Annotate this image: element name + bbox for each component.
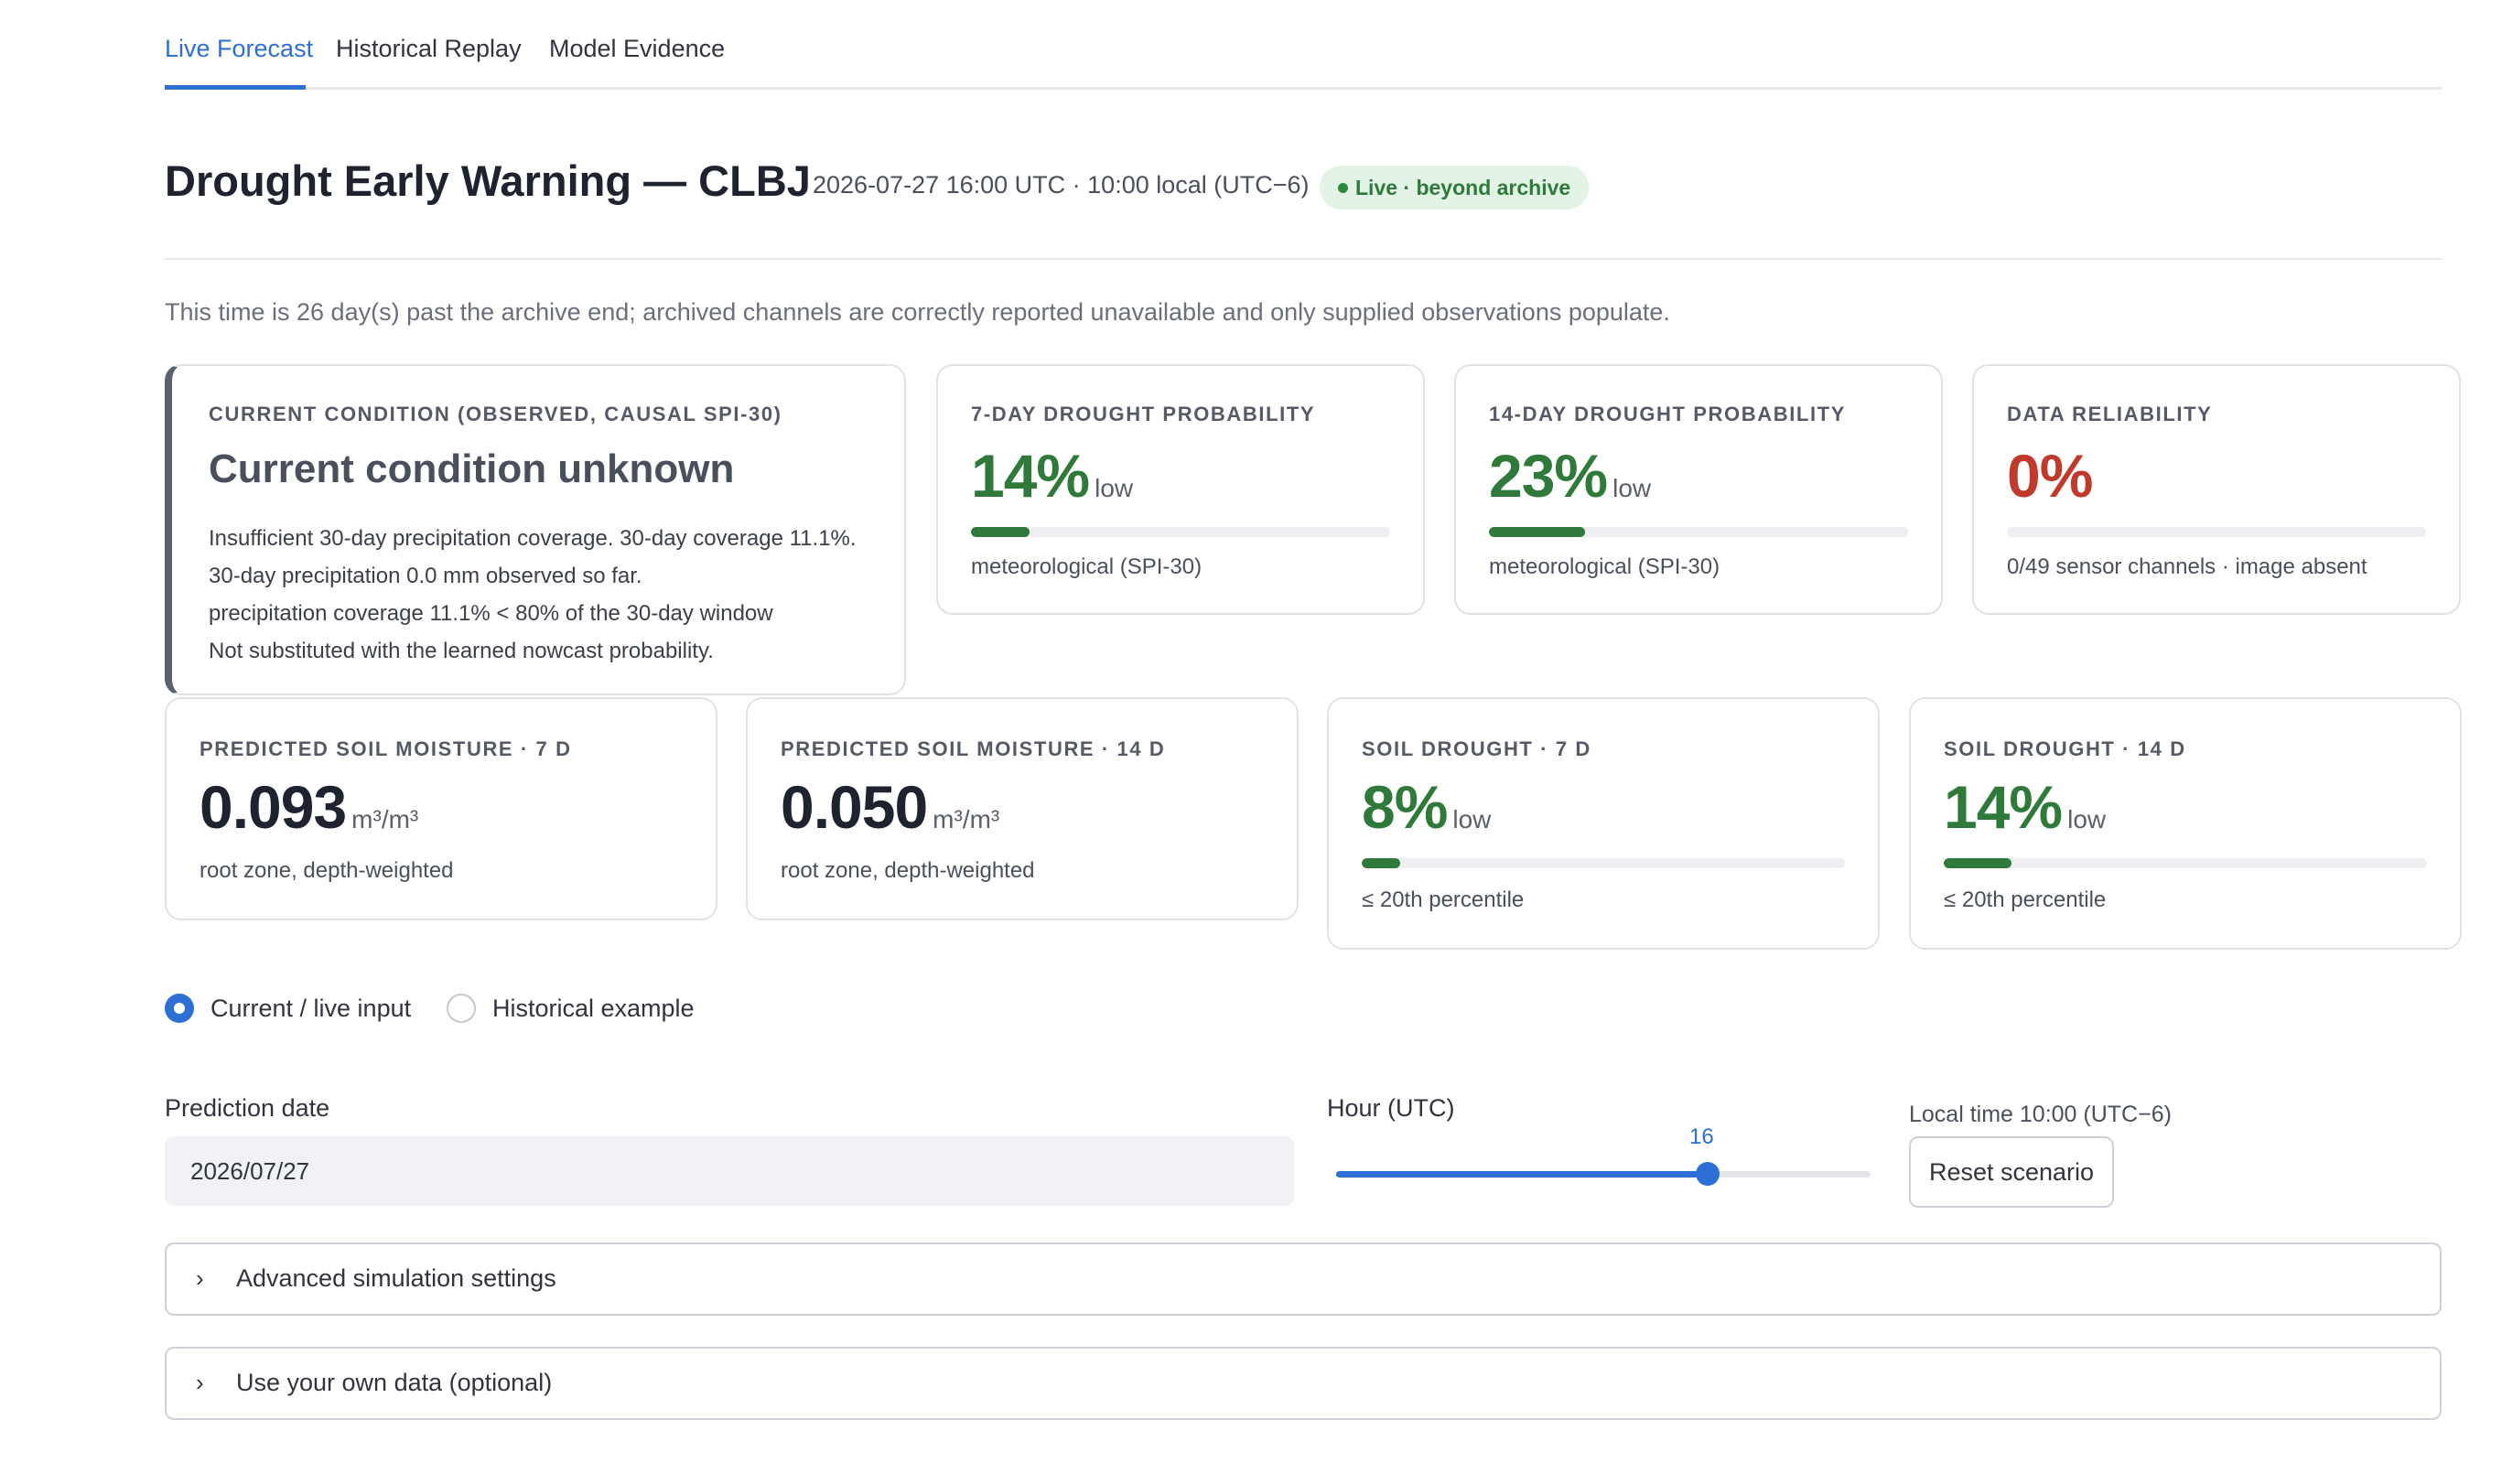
page-header: Drought Early Warning — CLBJ 2026-07-27 … bbox=[165, 146, 2442, 260]
prediction-date-label: Prediction date bbox=[165, 1094, 330, 1122]
advanced-settings-expander[interactable]: › Advanced simulation settings bbox=[165, 1242, 2442, 1316]
card-label: Predicted soil moisture · 14 d bbox=[781, 737, 1166, 760]
archive-note: This time is 26 day(s) past the archive … bbox=[165, 298, 1670, 326]
reliability-bar bbox=[2007, 527, 2426, 537]
soil-moisture-number: 0.050 bbox=[781, 773, 928, 841]
soil-drought-14d-card: Soil drought · 14 d 14% low ≤ 20th percen… bbox=[1909, 697, 2462, 950]
risk-level: low bbox=[1095, 474, 1134, 502]
card-label: 7-day drought probability bbox=[971, 403, 1316, 425]
soil-drought-bar-fill bbox=[1944, 858, 2011, 868]
probability-bar-fill bbox=[971, 527, 1030, 537]
radio-unselected-icon[interactable] bbox=[447, 994, 476, 1023]
card-subtitle: root zone, depth-weighted bbox=[781, 858, 1035, 883]
soil-drought-bar-fill bbox=[1362, 858, 1401, 868]
expander-label: Use your own data (optional) bbox=[236, 1369, 553, 1396]
condition-value: Current condition unknown bbox=[209, 446, 735, 491]
radio-label: Historical example bbox=[492, 994, 695, 1022]
prediction-date-input[interactable] bbox=[165, 1136, 1294, 1206]
soil-drought-bar bbox=[1944, 858, 2427, 868]
hour-slider[interactable] bbox=[1336, 1162, 1871, 1186]
soil-moisture-7d-card: Predicted soil moisture · 7 d 0.093 m³/m³… bbox=[165, 697, 717, 920]
current-condition-card: Current condition (observed, causal SPI-… bbox=[165, 364, 906, 695]
expander-label: Advanced simulation settings bbox=[236, 1264, 556, 1292]
reset-scenario-button[interactable]: Reset scenario bbox=[1909, 1136, 2114, 1208]
tab-bar: Live Forecast Historical Replay Model Ev… bbox=[165, 0, 2442, 90]
probability-number: 14% bbox=[971, 442, 1090, 510]
condition-line: precipitation coverage 11.1% < 80% of th… bbox=[209, 601, 773, 626]
condition-line: 30-day precipitation 0.0 mm observed so … bbox=[209, 564, 642, 588]
soil-drought-value: 14% low bbox=[1944, 772, 2106, 842]
chevron-right-icon: › bbox=[196, 1369, 204, 1396]
hour-label: Hour (UTC) bbox=[1327, 1094, 1455, 1122]
radio-label: Current / live input bbox=[210, 994, 412, 1022]
chevron-right-icon: › bbox=[196, 1264, 204, 1292]
active-tab-indicator bbox=[165, 85, 306, 90]
reliability-value: 0% bbox=[2007, 442, 2093, 510]
local-time-label: Local time 10:00 (UTC−6) bbox=[1909, 1102, 2172, 1127]
status-badge-label: Live · beyond archive bbox=[1355, 176, 1571, 199]
card-label: 14-day drought probability bbox=[1489, 403, 1846, 425]
condition-line: Insufficient 30-day precipitation covera… bbox=[209, 526, 857, 551]
radio-current-live-input[interactable]: Current / live input bbox=[165, 994, 411, 1023]
probability-value: 14% low bbox=[971, 441, 1133, 511]
risk-level: low bbox=[2067, 805, 2107, 833]
tab-historical-replay[interactable]: Historical Replay bbox=[336, 35, 522, 62]
drought-probability-7d-card: 7-day drought probability 14% low meteoro… bbox=[936, 364, 1425, 615]
data-reliability-card: Data reliability 0% 0/49 sensor channels… bbox=[1972, 364, 2461, 615]
soil-drought-number: 14% bbox=[1944, 773, 2063, 841]
hour-slider-value: 16 bbox=[1689, 1124, 1714, 1149]
forecast-timestamp: 2026-07-27 16:00 UTC · 10:00 local (UTC−… bbox=[813, 171, 1310, 199]
card-label: Predicted soil moisture · 7 d bbox=[200, 737, 572, 760]
soil-drought-value: 8% low bbox=[1362, 772, 1491, 842]
card-subtitle: ≤ 20th percentile bbox=[1944, 887, 2107, 912]
card-subtitle: meteorological (SPI-30) bbox=[971, 554, 1202, 579]
probability-value: 23% low bbox=[1489, 441, 1651, 511]
radio-historical-example[interactable]: Historical example bbox=[447, 994, 695, 1023]
card-subtitle: 0/49 sensor channels · image absent bbox=[2007, 554, 2367, 579]
soil-moisture-14d-card: Predicted soil moisture · 14 d 0.050 m³/m… bbox=[746, 697, 1299, 920]
condition-details: Insufficient 30-day precipitation covera… bbox=[209, 520, 857, 670]
drought-probability-14d-card: 14-day drought probability 23% low meteor… bbox=[1454, 364, 1943, 615]
page-title: Drought Early Warning — CLBJ bbox=[165, 156, 811, 205]
condition-line: Not substituted with the learned nowcast… bbox=[209, 639, 714, 663]
status-badge: Live · beyond archive bbox=[1320, 166, 1590, 210]
risk-level: low bbox=[1612, 474, 1652, 502]
tab-live-forecast[interactable]: Live Forecast bbox=[165, 35, 314, 62]
hour-slider-handle[interactable] bbox=[1696, 1162, 1720, 1186]
hour-slider-fill bbox=[1336, 1171, 1709, 1178]
soil-drought-bar bbox=[1362, 858, 1845, 868]
card-label: Data reliability bbox=[2007, 403, 2213, 425]
own-data-expander[interactable]: › Use your own data (optional) bbox=[165, 1347, 2442, 1420]
radio-selected-icon[interactable] bbox=[165, 994, 194, 1023]
probability-bar-fill bbox=[1489, 527, 1586, 537]
soil-moisture-number: 0.093 bbox=[200, 773, 347, 841]
card-label: Current condition (observed, causal SPI-… bbox=[209, 403, 782, 425]
card-subtitle: meteorological (SPI-30) bbox=[1489, 554, 1720, 579]
card-label: Soil drought · 14 d bbox=[1944, 737, 2186, 760]
soil-moisture-value: 0.093 m³/m³ bbox=[200, 772, 418, 842]
card-subtitle: root zone, depth-weighted bbox=[200, 858, 454, 883]
soil-moisture-value: 0.050 m³/m³ bbox=[781, 772, 999, 842]
card-subtitle: ≤ 20th percentile bbox=[1362, 887, 1525, 912]
unit-label: m³/m³ bbox=[933, 805, 1000, 833]
probability-bar bbox=[971, 527, 1390, 537]
card-label: Soil drought · 7 d bbox=[1362, 737, 1591, 760]
risk-level: low bbox=[1452, 805, 1492, 833]
soil-drought-number: 8% bbox=[1362, 773, 1448, 841]
probability-bar bbox=[1489, 527, 1908, 537]
tab-model-evidence[interactable]: Model Evidence bbox=[549, 35, 726, 62]
soil-drought-7d-card: Soil drought · 7 d 8% low ≤ 20th percenti… bbox=[1327, 697, 1880, 950]
probability-number: 23% bbox=[1489, 442, 1608, 510]
live-dot-icon bbox=[1338, 183, 1348, 193]
unit-label: m³/m³ bbox=[351, 805, 419, 833]
